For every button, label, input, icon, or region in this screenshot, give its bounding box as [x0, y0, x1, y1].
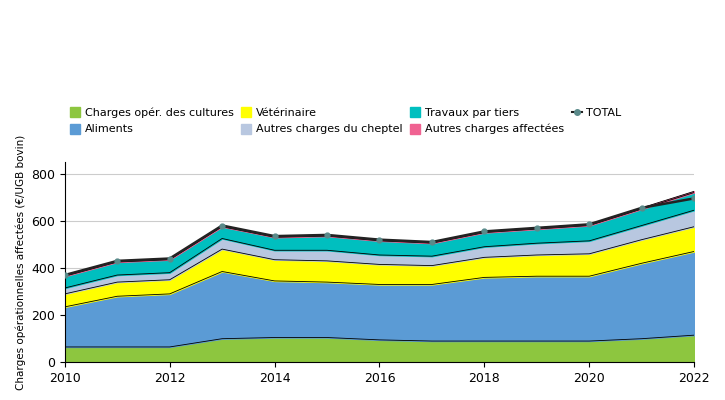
Y-axis label: Charges opérationnelles affectées (€/UGB bovin): Charges opérationnelles affectées (€/UGB… — [15, 134, 25, 390]
Legend: Charges opér. des cultures, Aliments, Vétérinaire, Autres charges du cheptel, Tr: Charges opér. des cultures, Aliments, Vé… — [70, 107, 621, 134]
